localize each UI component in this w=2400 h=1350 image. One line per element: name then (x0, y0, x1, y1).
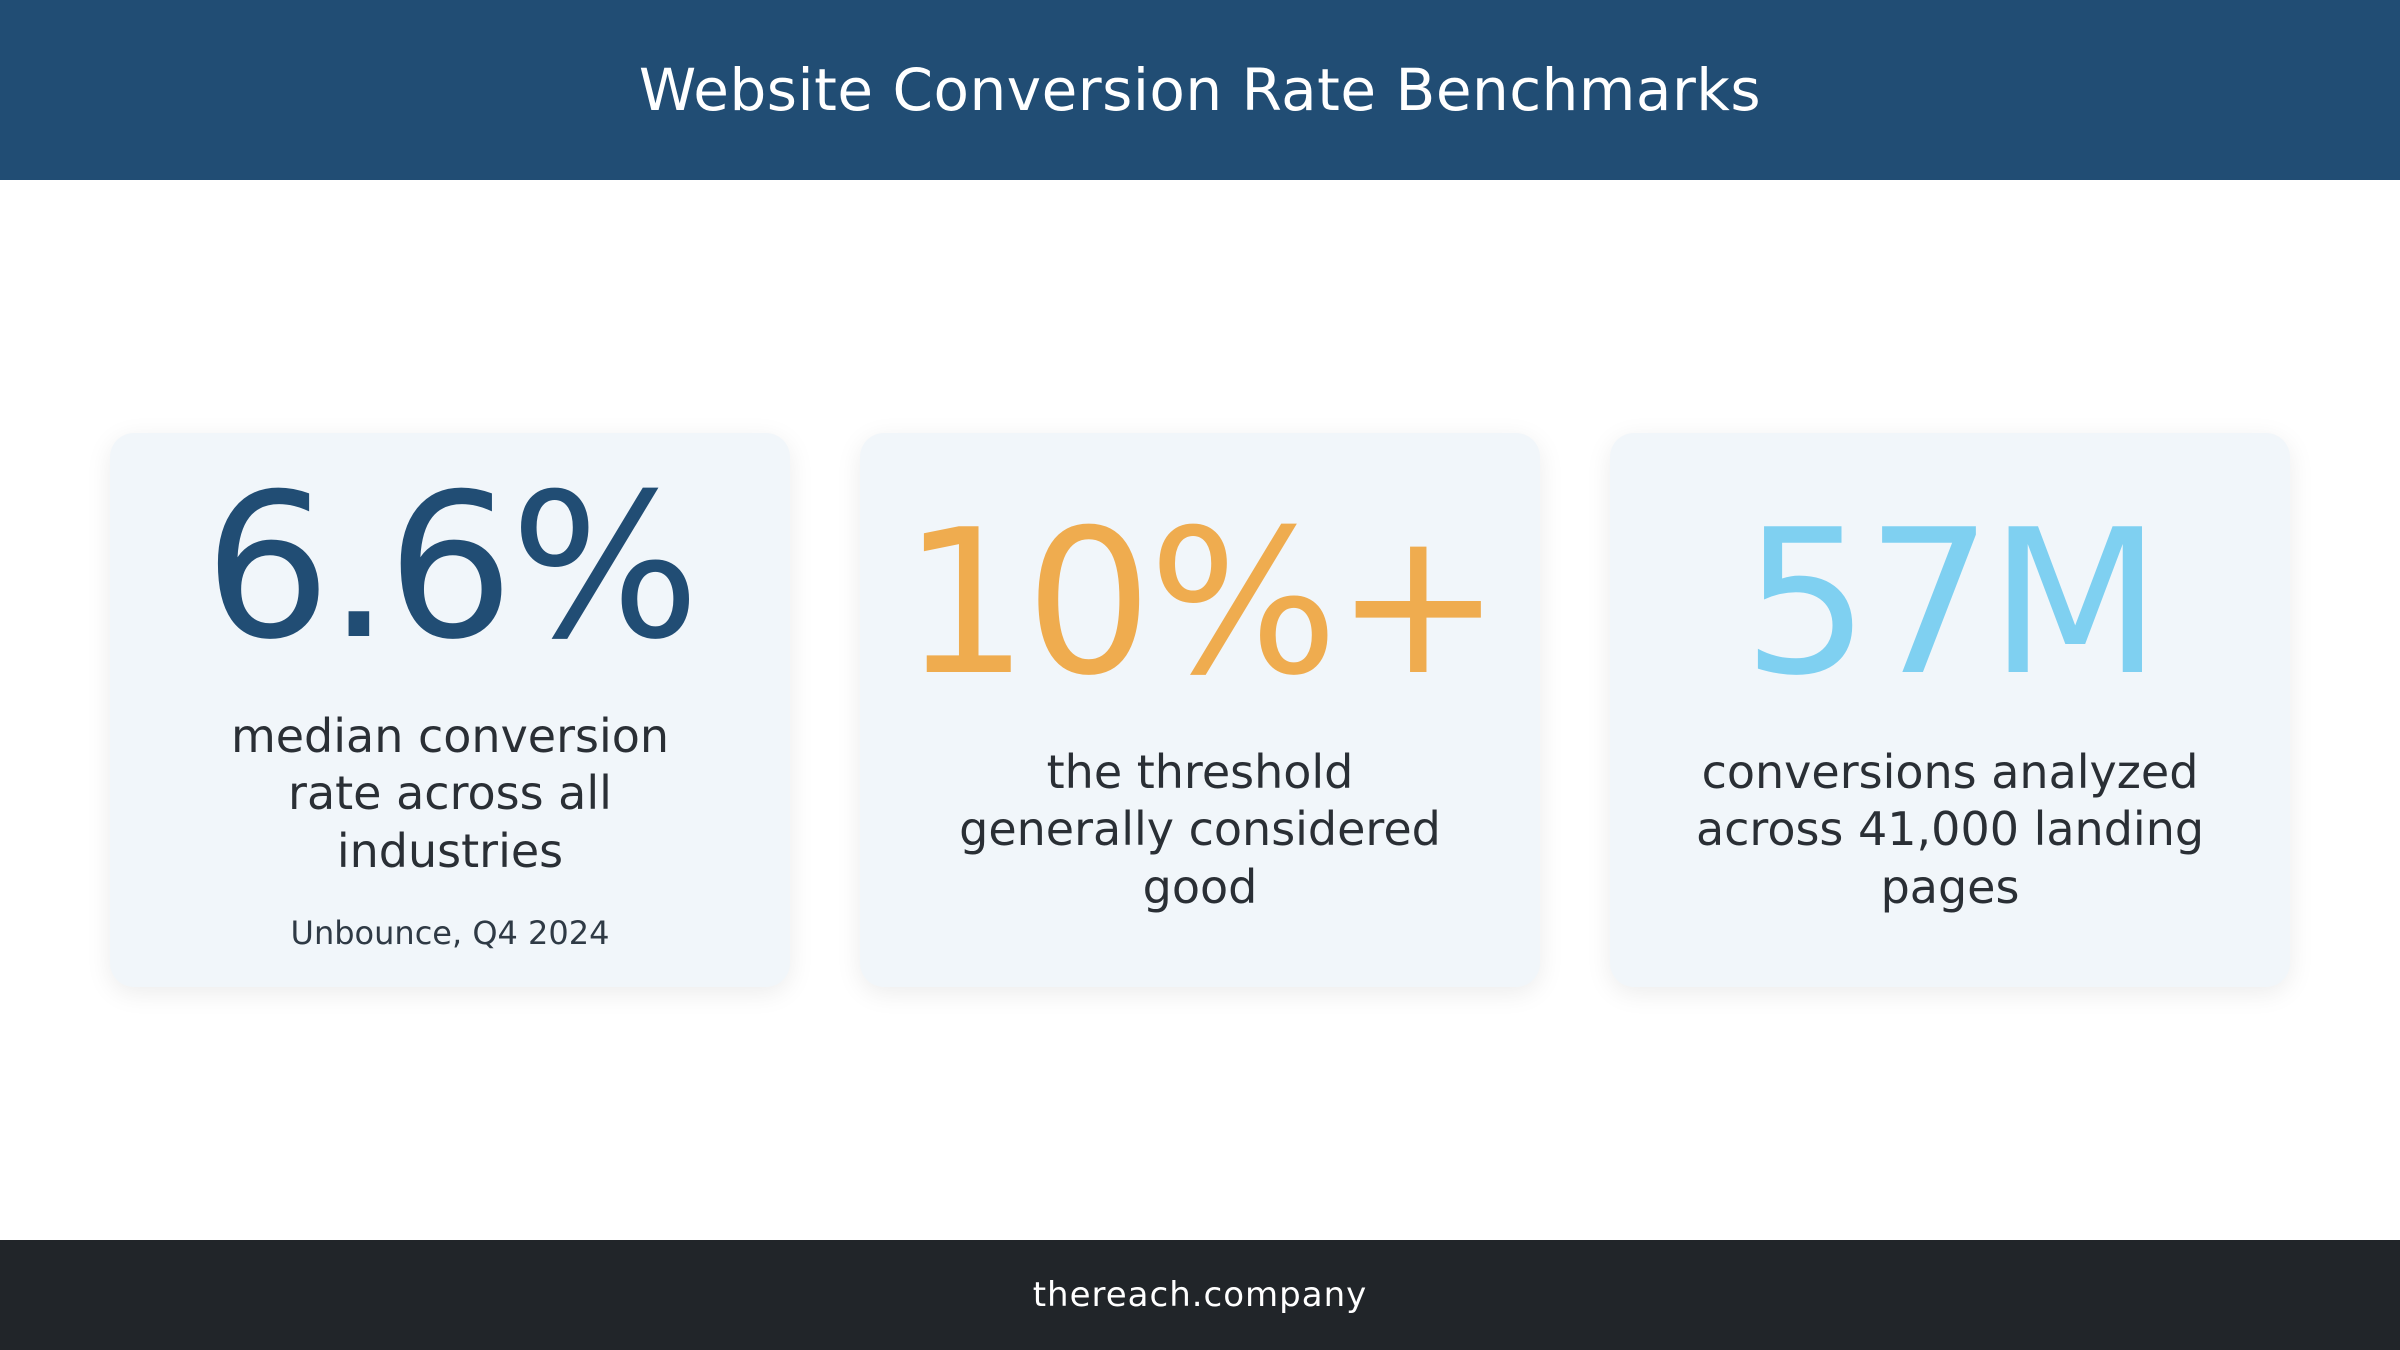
stat-value: 10%+ (901, 486, 1502, 720)
title: Website Conversion Rate Benchmarks (638, 56, 1762, 124)
stat-card: 57M conversions analyzed across 41,000 l… (1610, 433, 2290, 987)
stat-value: 57M (1742, 486, 2161, 720)
stat-description: conversions analyzed across 41,000 landi… (1695, 744, 2205, 914)
header: Website Conversion Rate Benchmarks (0, 0, 2400, 180)
footer: thereach.company (0, 1240, 2400, 1350)
stat-card: 10%+ the threshold generally considered … (860, 433, 1540, 987)
stat-card: 6.6% median conversion rate across all i… (110, 433, 790, 987)
stat-description: median conversion rate across all indust… (230, 708, 670, 878)
cards: 6.6% median conversion rate across all i… (0, 180, 2400, 1240)
footer-text: thereach.company (1032, 1275, 1368, 1315)
stat-source: Unbounce, Q4 2024 (290, 914, 610, 953)
stat-value: 6.6% (203, 450, 700, 684)
stat-description: the threshold generally considered good (959, 744, 1441, 914)
